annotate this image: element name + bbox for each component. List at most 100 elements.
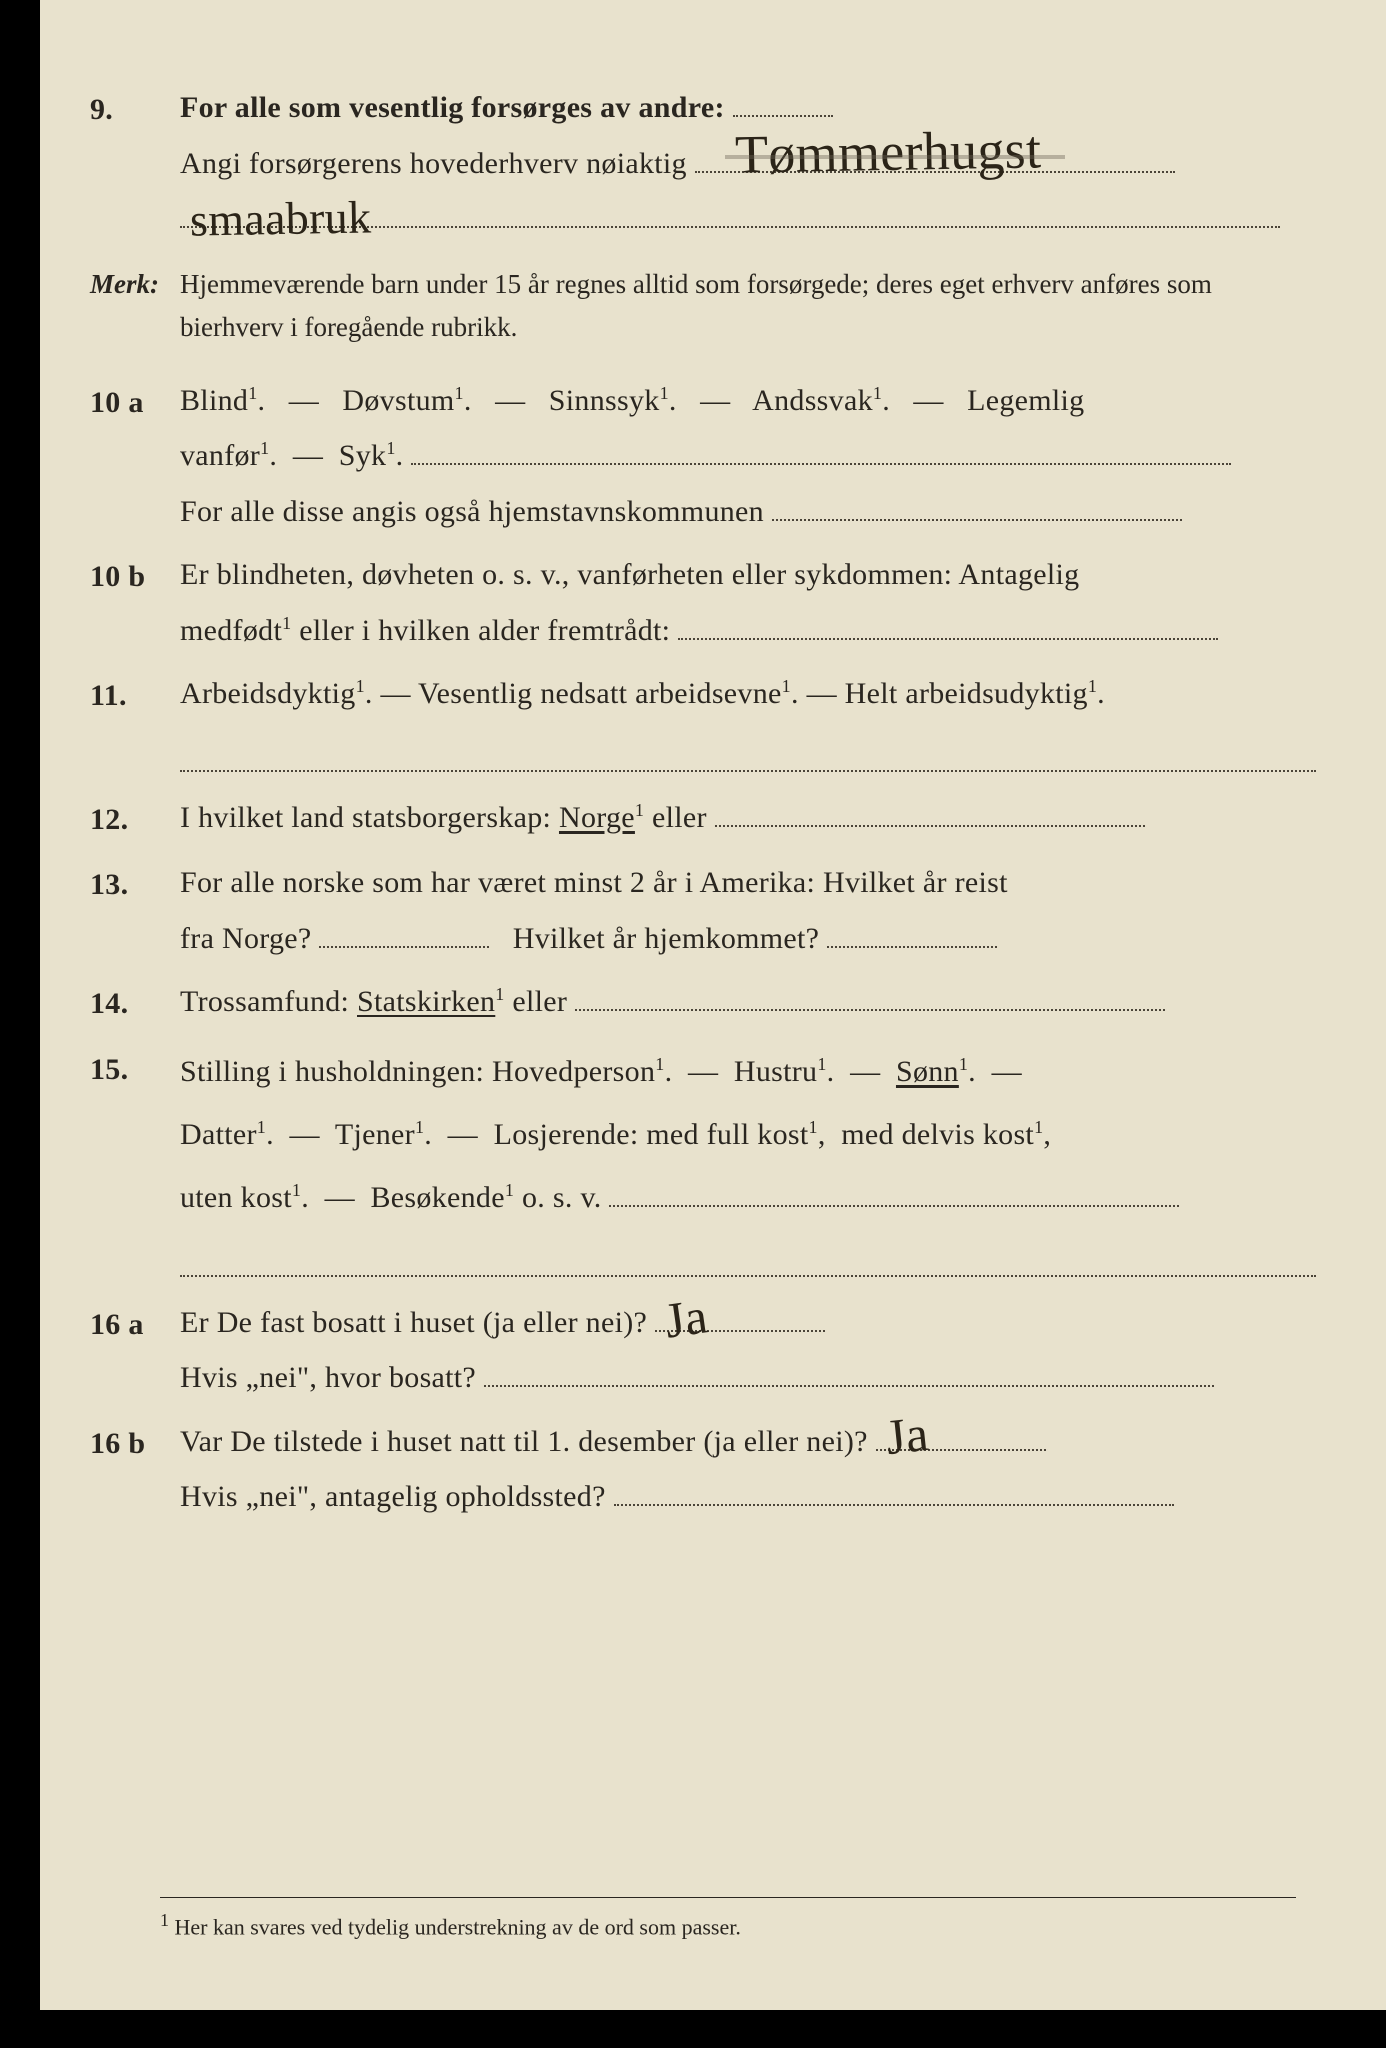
q14-eller: eller bbox=[512, 985, 567, 1018]
q11-t1: Arbeidsdyktig bbox=[180, 677, 356, 710]
q12-blank bbox=[715, 791, 1145, 827]
q11-t3: Helt arbeidsudyktig bbox=[845, 677, 1088, 710]
q13-blank1 bbox=[319, 912, 489, 948]
q11-blank-line bbox=[180, 732, 1316, 772]
q9-blank3: smaabruk bbox=[180, 192, 1280, 228]
q13-text3: Hvilket år hjemkommet? bbox=[513, 922, 820, 955]
p: . bbox=[882, 384, 890, 417]
q11-number: 11. bbox=[90, 666, 180, 724]
census-form-page: 9. For alle som vesentlig forsørges av a… bbox=[40, 0, 1386, 2010]
q10a-andssvak: Andssvak bbox=[752, 384, 873, 417]
q16a-blank1: Ja bbox=[655, 1296, 825, 1332]
q10b-number: 10 b bbox=[90, 547, 180, 605]
p: . bbox=[1097, 677, 1105, 710]
q13-number: 13. bbox=[90, 855, 180, 913]
q12-content: I hvilket land statsborgerskap: Norge1 e… bbox=[180, 790, 1316, 846]
sup: 1 bbox=[356, 676, 365, 696]
p: . bbox=[665, 1055, 673, 1088]
q10b-text: Er blindheten, døvheten o. s. v., vanfør… bbox=[180, 558, 1079, 591]
q11-content: Arbeidsdyktig1. — Vesentlig nedsatt arbe… bbox=[180, 666, 1316, 722]
q10a-content: Blind1. — Døvstum1. — Sinnssyk1. — Andss… bbox=[180, 373, 1316, 540]
q15-t6: Losjerende: med full kost bbox=[494, 1118, 809, 1151]
q15-t8: uten kost bbox=[180, 1181, 292, 1214]
q16b-text2: Hvis „nei", antagelig opholdssted? bbox=[180, 1480, 606, 1513]
q15-number: 15. bbox=[90, 1040, 180, 1098]
q15-t2: Hustru bbox=[734, 1055, 817, 1088]
sup: 1 bbox=[1034, 1117, 1043, 1137]
sup: 1 bbox=[959, 1054, 968, 1074]
q11-t2: Vesentlig nedsatt arbeidsevne bbox=[418, 677, 782, 710]
q15-t10: o. s. v. bbox=[522, 1181, 602, 1214]
question-11: 11. Arbeidsdyktig1. — Vesentlig nedsatt … bbox=[90, 666, 1316, 724]
q10a-blank2 bbox=[772, 485, 1182, 521]
question-14: 14. Trossamfund: Statskirken1 eller bbox=[90, 974, 1316, 1032]
p: . bbox=[258, 384, 266, 417]
question-10b: 10 b Er blindheten, døvheten o. s. v., v… bbox=[90, 547, 1316, 658]
footnote-sup: 1 bbox=[160, 1910, 169, 1930]
q13-text2: fra Norge? bbox=[180, 922, 312, 955]
question-12: 12. I hvilket land statsborgerskap: Norg… bbox=[90, 790, 1316, 848]
q9-line1: For alle som vesentlig forsørges av andr… bbox=[180, 91, 725, 124]
q14-blank bbox=[575, 975, 1165, 1011]
pencil-underline-1 bbox=[725, 155, 1065, 159]
q9-content: For alle som vesentlig forsørges av andr… bbox=[180, 80, 1316, 247]
q13-blank2 bbox=[827, 912, 997, 948]
q15-t1: Stilling i husholdningen: Hovedperson bbox=[180, 1055, 655, 1088]
q12-norge: Norge bbox=[559, 801, 635, 834]
p: . bbox=[424, 1118, 432, 1151]
sup: 1 bbox=[1088, 676, 1097, 696]
q16b-blank2 bbox=[614, 1470, 1174, 1506]
q16b-blank1: Ja bbox=[876, 1415, 1046, 1451]
q14-content: Trossamfund: Statskirken1 eller bbox=[180, 974, 1316, 1030]
p: . bbox=[269, 439, 277, 472]
p: . bbox=[464, 384, 472, 417]
q10a-syk: Syk bbox=[339, 439, 387, 472]
q13-content: For alle norske som har været minst 2 år… bbox=[180, 855, 1316, 966]
q15-sonn: Sønn bbox=[896, 1055, 959, 1088]
q15-t9: Besøkende bbox=[371, 1181, 505, 1214]
q15-t4: Datter bbox=[180, 1118, 257, 1151]
q10b-text3: eller i hvilken alder fremtrådt: bbox=[299, 614, 670, 647]
sup: 1 bbox=[292, 1180, 301, 1200]
q10a-vanfor: vanfør bbox=[180, 439, 260, 472]
q14-statskirken: Statskirken bbox=[357, 985, 495, 1018]
q10a-dovstum: Døvstum bbox=[342, 384, 454, 417]
p: . bbox=[968, 1055, 976, 1088]
q16b-number: 16 b bbox=[90, 1414, 180, 1472]
sup: 1 bbox=[809, 1117, 818, 1137]
question-13: 13. For alle norske som har været minst … bbox=[90, 855, 1316, 966]
sup: 1 bbox=[782, 676, 791, 696]
q10b-content: Er blindheten, døvheten o. s. v., vanfør… bbox=[180, 547, 1316, 658]
sup: 1 bbox=[505, 1180, 514, 1200]
footnote-text: Her kan svares ved tydelig understreknin… bbox=[175, 1914, 741, 1939]
q10a-blind: Blind bbox=[180, 384, 248, 417]
p: . bbox=[827, 1055, 835, 1088]
merk-note: Merk: Hjemmeværende barn under 15 år reg… bbox=[90, 263, 1316, 349]
q10b-medfodt: medfødt bbox=[180, 614, 282, 647]
q12-eller: eller bbox=[652, 801, 707, 834]
sup: 1 bbox=[455, 383, 464, 403]
sup: 1 bbox=[257, 1117, 266, 1137]
merk-label: Merk: bbox=[90, 263, 180, 306]
q13-text1: For alle norske som har været minst 2 år… bbox=[180, 866, 1008, 899]
q16a-number: 16 a bbox=[90, 1295, 180, 1353]
sup: 1 bbox=[660, 383, 669, 403]
q9-line2: Angi forsørgerens hovederhverv nøiaktig bbox=[180, 147, 687, 180]
sup: 1 bbox=[873, 383, 882, 403]
p: . bbox=[301, 1181, 309, 1214]
question-9: 9. For alle som vesentlig forsørges av a… bbox=[90, 80, 1316, 247]
q10a-number: 10 a bbox=[90, 373, 180, 431]
sup: 1 bbox=[635, 800, 644, 820]
question-16b: 16 b Var De tilstede i huset natt til 1.… bbox=[90, 1414, 1316, 1525]
q12-text: I hvilket land statsborgerskap: bbox=[180, 801, 559, 834]
q10b-blank bbox=[678, 604, 1218, 640]
q10a-sinnssyk: Sinnssyk bbox=[549, 384, 660, 417]
footnote: 1 Her kan svares ved tydelig understrekn… bbox=[160, 1897, 1296, 1940]
p: . bbox=[266, 1118, 274, 1151]
q9-hand2: smaabruk bbox=[189, 174, 372, 262]
p: . bbox=[791, 677, 799, 710]
q16a-text2: Hvis „nei", hvor bosatt? bbox=[180, 1361, 476, 1394]
q15-content: Stilling i husholdningen: Hovedperson1. … bbox=[180, 1040, 1316, 1229]
question-16a: 16 a Er De fast bosatt i huset (ja eller… bbox=[90, 1295, 1316, 1406]
q14-number: 14. bbox=[90, 974, 180, 1032]
